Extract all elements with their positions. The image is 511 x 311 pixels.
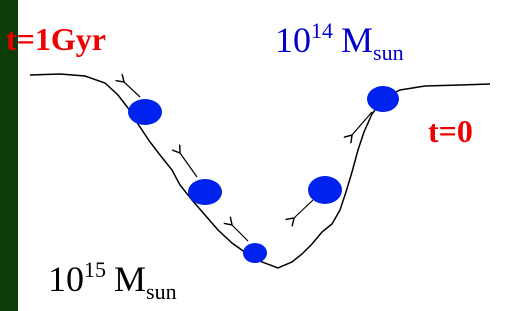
mass-subscript: sun [373,40,404,65]
cluster [188,179,222,205]
mass-base: 10 [275,20,311,60]
mass-symbol: M [341,20,373,60]
mass-exponent: 15 [84,257,106,282]
mass-exponent: 14 [311,18,333,43]
cluster [243,243,267,263]
mass-symbol: M [114,259,146,299]
mass-base: 10 [48,259,84,299]
cluster [367,86,399,112]
cluster [308,176,342,204]
mass-subscript: sun [146,279,177,304]
time-start-label: t=1Gyr [6,21,106,57]
time-end-label: t=0 [428,113,473,149]
diagram: t=1Gyr t=0 1014Msun 1015Msun [0,0,511,311]
cluster [128,99,162,125]
